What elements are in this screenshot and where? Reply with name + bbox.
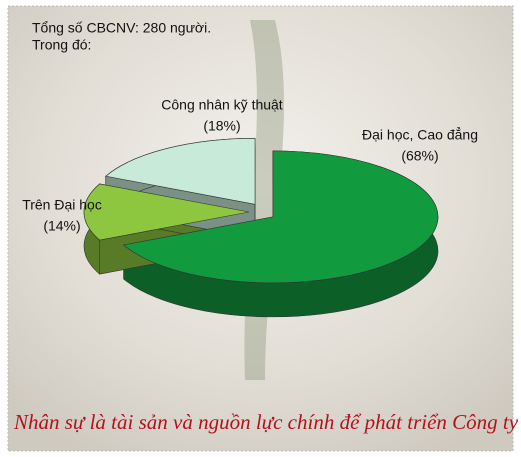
slice-label: Đại học, Cao đẳng (362, 126, 478, 143)
value-label: (18%) (203, 118, 240, 134)
chart: Tổng số CBCNV: 280 người. Trong đó: Nhân… (0, 0, 521, 457)
slice-label: Trên Đại học (22, 197, 102, 213)
caption: Nhân sự là tài sản và nguồn lực chính để… (13, 410, 519, 434)
value-label: (68%) (401, 148, 438, 164)
value-label: (14%) (43, 218, 80, 234)
slice-label: Công nhân kỹ thuật (161, 97, 283, 113)
header-line: Trong đó: (32, 37, 91, 53)
header-line: Tổng số CBCNV: 280 người. (32, 20, 211, 36)
